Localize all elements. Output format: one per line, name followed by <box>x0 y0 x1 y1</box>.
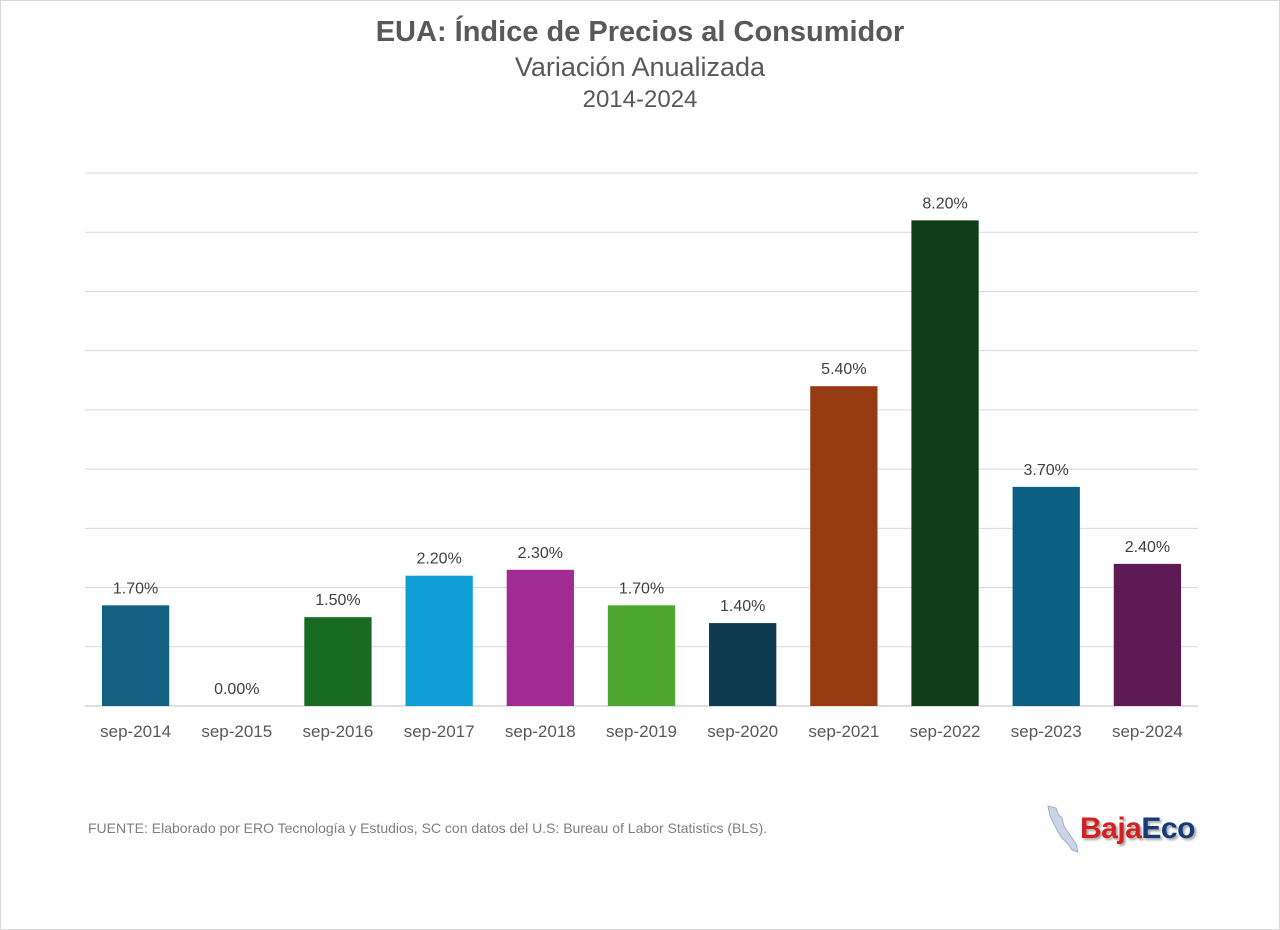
data-label-sep-2021: 5.40% <box>821 361 866 378</box>
data-label-sep-2020: 1.40% <box>720 598 765 615</box>
x-tick-label-sep-2017: sep-2017 <box>404 722 475 741</box>
bajaeco-logo: BajaEco <box>1042 804 1222 856</box>
x-tick-label-sep-2024: sep-2024 <box>1112 722 1183 741</box>
data-label-sep-2018: 2.30% <box>518 545 563 562</box>
logo-text: BajaEco <box>1080 812 1195 846</box>
bar-sep-2016 <box>304 617 372 706</box>
bar-sep-2014 <box>101 605 170 706</box>
x-tick-label-sep-2022: sep-2022 <box>910 722 981 741</box>
data-label-sep-2017: 2.20% <box>416 551 461 568</box>
logo-text-eco: Eco <box>1141 812 1195 845</box>
source-note: FUENTE: Elaborado por ERO Tecnología y E… <box>88 820 768 836</box>
x-tick-label-sep-2020: sep-2020 <box>707 722 778 741</box>
x-tick-label-sep-2018: sep-2018 <box>505 722 576 741</box>
x-tick-label-sep-2015: sep-2015 <box>201 722 272 741</box>
x-tick-label-sep-2023: sep-2023 <box>1011 722 1082 741</box>
logo-text-baja: Baja <box>1080 812 1142 845</box>
bar-sep-2022 <box>911 220 979 706</box>
bar-sep-2024 <box>1113 563 1182 706</box>
x-tick-label-sep-2014: sep-2014 <box>100 722 171 741</box>
data-label-sep-2019: 1.70% <box>619 580 664 597</box>
x-tick-label-sep-2016: sep-2016 <box>303 722 374 741</box>
chart-subtitle: Variación Anualizada <box>514 52 766 82</box>
data-label-sep-2014: 1.70% <box>113 580 158 597</box>
x-tick-label-sep-2021: sep-2021 <box>808 722 879 741</box>
data-label-sep-2015: 0.00% <box>214 681 259 698</box>
data-label-sep-2022: 8.20% <box>922 195 967 212</box>
data-label-sep-2023: 3.70% <box>1024 462 1069 479</box>
data-label-sep-2016: 1.50% <box>315 592 360 609</box>
bar-sep-2018 <box>506 569 574 706</box>
bar-sep-2017 <box>405 575 473 706</box>
baja-peninsula-icon <box>1047 805 1079 853</box>
chart-title: EUA: Índice de Precios al Consumidor <box>375 16 905 48</box>
chart-period: 2014-2024 <box>582 86 698 113</box>
data-label-sep-2024: 2.40% <box>1125 539 1170 556</box>
bar-sep-2021 <box>810 386 878 706</box>
chart-titles: EUA: Índice de Precios al Consumidor Var… <box>0 14 1280 116</box>
bar-sep-2023 <box>1012 486 1080 706</box>
x-tick-label-sep-2019: sep-2019 <box>606 722 677 741</box>
bar-sep-2020 <box>709 623 777 706</box>
bar-sep-2019 <box>607 605 676 706</box>
